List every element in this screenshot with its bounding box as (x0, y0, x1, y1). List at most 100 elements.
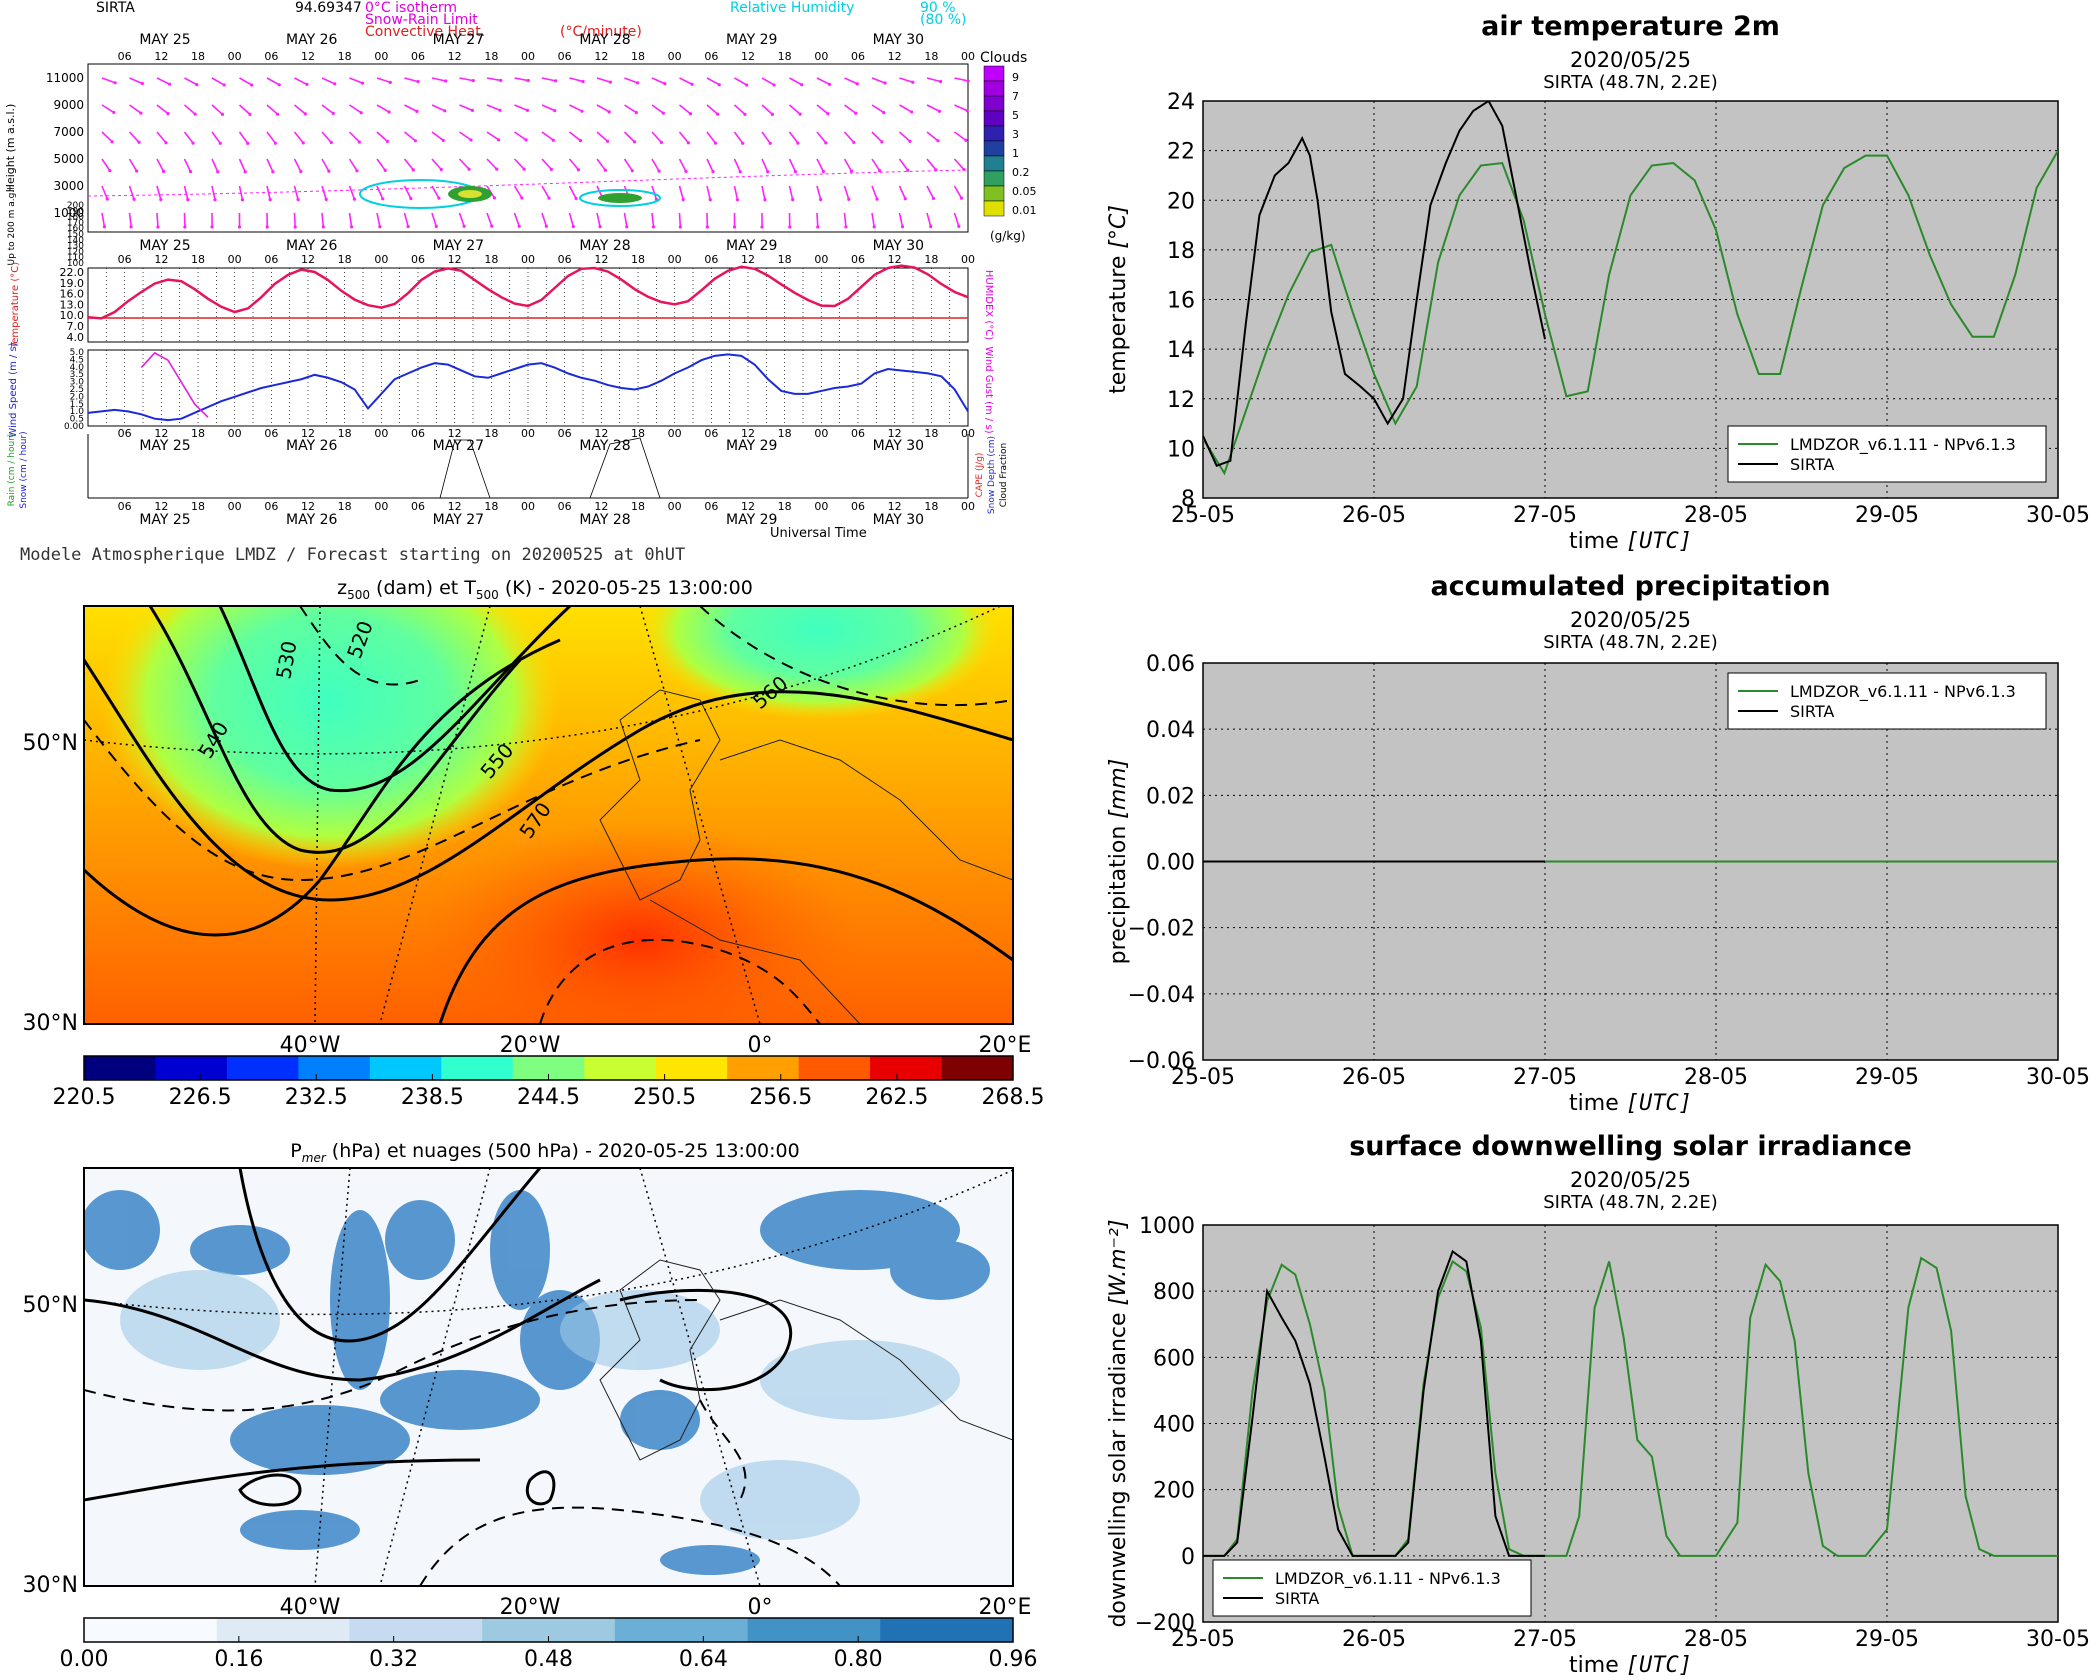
wind-arrow-head (439, 167, 443, 172)
wind-arrow-head (743, 112, 747, 116)
wind-arrow-head (183, 225, 187, 229)
map2-lat-label: 30°N (23, 1573, 78, 1598)
hour-label: 18 (191, 50, 205, 63)
cloud-fraction-axis-label: Cloud Fraction (999, 443, 1009, 508)
wind-arrow (183, 158, 192, 172)
legend-label: LMDZOR_v6.1.11 - NPv6.1.3 (1275, 1569, 1501, 1589)
map2-lon-label: 20°W (500, 1595, 561, 1620)
wind-arrow (541, 104, 556, 112)
clouds-tick: 5 (1012, 109, 1019, 122)
day-label: MAY 28 (579, 512, 630, 528)
colorbar-tick-label: 0.16 (214, 1647, 263, 1672)
day-label: MAY 26 (286, 238, 337, 254)
legend-label: SIRTA (1790, 702, 1834, 721)
hour-label: 00 (961, 253, 975, 266)
height-tick: 7000 (53, 125, 84, 139)
hour-label: 18 (338, 427, 352, 440)
wind-arrow-head (732, 225, 737, 229)
wind-arrow (596, 131, 609, 142)
wind-arrow-head (520, 196, 524, 200)
wind-arrow (569, 104, 583, 112)
hour-label: 00 (668, 500, 682, 513)
wind-arrow (211, 104, 223, 115)
wind-arrow (596, 212, 601, 227)
x-tick-label: 25-05 (1171, 1065, 1235, 1090)
wind-arrow-head (303, 112, 307, 116)
temp-tick: 16.0 (60, 288, 85, 301)
pmer-map-panel: Pmer (hPa) et nuages (500 hPa) - 2020-05… (23, 1140, 1038, 1672)
y-tick-label: 0.00 (1146, 851, 1195, 876)
wind-arrow (486, 158, 498, 170)
y-tick-label: −0.06 (1128, 1049, 1195, 1074)
x-tick-label: 28-05 (1684, 1627, 1748, 1652)
colorbar-tick-label: 256.5 (749, 1085, 812, 1110)
wind-arrow (568, 212, 575, 227)
legend-conv: Convective Heat. (365, 24, 485, 40)
wind-arrow-head (745, 83, 749, 87)
day-label: MAY 27 (433, 32, 484, 48)
day-label: MAY 30 (873, 238, 924, 254)
wind-arrow-head (686, 141, 690, 145)
wind-arrow-head (959, 196, 964, 200)
wind-arrow (761, 77, 775, 86)
chart-subtitle: 2020/05/25 (1570, 1168, 1691, 1192)
universal-time-label: Universal Time (770, 526, 867, 541)
x-axis-label: time [UTC] (1569, 1653, 1692, 1678)
hour-label: 18 (338, 253, 352, 266)
wind-arrow-head (551, 138, 555, 142)
wind-arrow-head (140, 81, 144, 86)
chart-subtitle-site: SIRTA (48.7N, 2.2E) (1543, 1192, 1718, 1213)
hour-label: 12 (888, 427, 902, 440)
hour-label: 12 (448, 253, 462, 266)
clouds-swatch (983, 80, 1005, 97)
wind-arrow-head (636, 81, 640, 85)
wind-arrow-head (409, 196, 413, 201)
wind-arrow-head (359, 111, 363, 115)
wind-arrow (816, 131, 827, 144)
hour-label: 00 (814, 500, 828, 513)
wind-arrow (321, 212, 325, 228)
wind-arrow (761, 104, 773, 115)
wind-arrow (376, 131, 388, 142)
wind-arrow-head (349, 225, 354, 229)
hour-label: 12 (741, 50, 755, 63)
wind-arrow (761, 131, 771, 144)
wind-arrow (733, 158, 741, 173)
height-tick: 11000 (46, 71, 84, 85)
wind-arrow (816, 212, 819, 228)
wind-arrow-head (791, 198, 795, 202)
hour-label: 12 (741, 427, 755, 440)
wind-arrow-head (713, 141, 718, 145)
wind-arrow-head (471, 79, 475, 83)
x-tick-label: 25-05 (1171, 1627, 1235, 1652)
wind-arrow (761, 185, 766, 200)
wind-arrow (238, 104, 251, 115)
wind-arrow (678, 131, 690, 144)
wind-arrow-head (793, 170, 798, 174)
hour-label: 00 (374, 253, 388, 266)
colorbar-swatch (584, 1056, 657, 1080)
wind-arrow-head (580, 109, 584, 113)
wind-arrow-head (329, 140, 333, 145)
wind-arrow (513, 212, 520, 227)
wind-arrow-head (186, 198, 190, 202)
hour-label: 12 (888, 50, 902, 63)
hour-label: 00 (521, 253, 535, 266)
wind-arrow-head (878, 169, 882, 173)
clouds-tick: 0.2 (1012, 166, 1030, 179)
day-label: MAY 27 (433, 438, 484, 454)
colorbar-swatch (84, 1618, 218, 1642)
colorbar-swatch (941, 1056, 1014, 1080)
hour-label: 12 (301, 427, 315, 440)
colorbar-swatch (216, 1618, 350, 1642)
hour-label: 06 (851, 50, 865, 63)
wind-arrow (651, 158, 660, 172)
map2-lon-label: 40°W (280, 1595, 341, 1620)
day-label: MAY 28 (579, 238, 630, 254)
wind-arrow-head (357, 140, 361, 144)
wind-arrow-head (248, 112, 252, 116)
wind-arrow (431, 104, 446, 112)
hour-label: 18 (484, 253, 498, 266)
wind-tick: 5.0 (70, 348, 85, 358)
